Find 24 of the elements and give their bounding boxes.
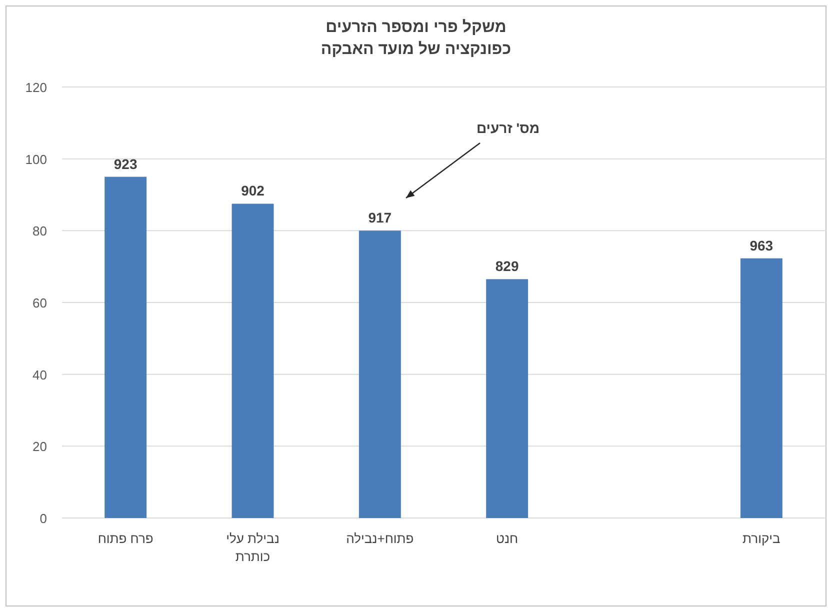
x-tick-label: פרח פתוח [98, 531, 154, 546]
x-tick-label: חנט [496, 531, 518, 546]
y-tick-label: 40 [32, 367, 47, 382]
bar [486, 279, 528, 518]
bar [740, 258, 782, 518]
annotation: 829 [495, 258, 519, 274]
y-tick-label: 120 [25, 80, 47, 95]
x-tick-label: ביקורת [742, 531, 781, 546]
annotation: 963 [750, 237, 774, 254]
y-tick-label: 80 [32, 224, 47, 239]
chart-title: משקל פרי ומספר הזרעים כפונקציה של מועד האבקה [320, 18, 512, 58]
y-tick-label: 100 [25, 152, 47, 167]
bar [104, 176, 147, 518]
annotation: מס' זרעים [476, 120, 540, 136]
x-tick-label: נבילת עלי כותרת [226, 531, 280, 564]
annotation: 902 [241, 182, 265, 199]
y-tick-label: 0 [40, 511, 47, 526]
bar [358, 230, 401, 518]
y-tick-label: 60 [32, 296, 47, 310]
y-tick-label: 20 [32, 439, 47, 454]
x-tick-label: פתוח+נבילה [346, 531, 414, 546]
annotation: 923 [114, 156, 138, 172]
annotation: 917 [368, 210, 392, 226]
bar [232, 204, 274, 518]
